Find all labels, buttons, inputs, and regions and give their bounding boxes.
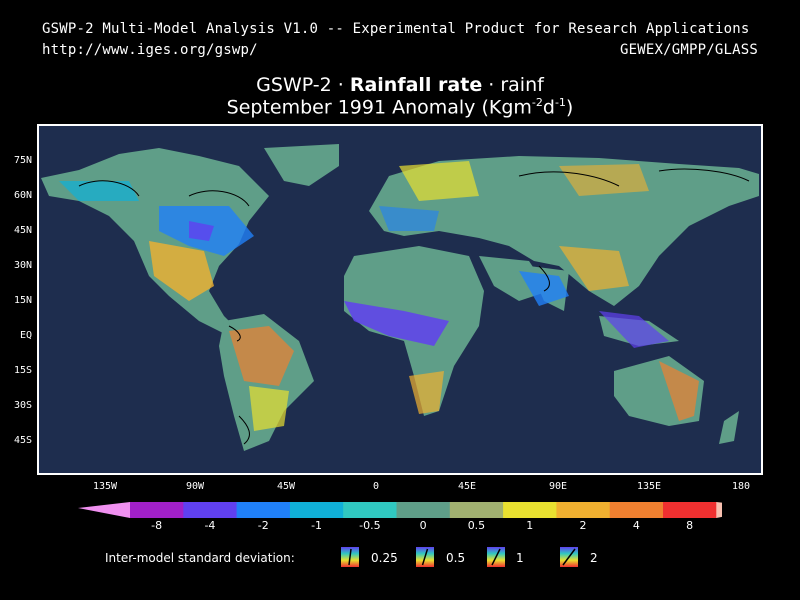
- lat-label-15s: 15S: [13, 365, 32, 376]
- colorbar-value: -1: [311, 519, 323, 532]
- lat-label-eq: EQ: [19, 330, 32, 341]
- colorbar-arrow-low: [78, 502, 130, 518]
- lon-label-135e: 135E: [636, 481, 662, 492]
- colorbar-segment: [609, 502, 664, 518]
- colorbar-segment: [556, 502, 611, 518]
- colorbar-value: 0: [419, 519, 427, 532]
- colorbar-value: -0.5: [359, 519, 381, 532]
- stddev-value: 1: [516, 551, 524, 565]
- subtitle-sup2: -1: [554, 96, 566, 109]
- lat-label-30n: 30N: [13, 260, 32, 271]
- lon-label-135w: 135W: [92, 481, 118, 492]
- lon-label-0: 0: [372, 481, 380, 492]
- colorbar-segment: [343, 502, 397, 518]
- colorbar-segment: [396, 502, 451, 518]
- lat-label-30s: 30S: [13, 400, 32, 411]
- stddev-swatch-icon: [341, 547, 359, 567]
- header-url: http://www.iges.org/gswp/: [42, 42, 258, 58]
- lat-label-60n: 60N: [13, 190, 32, 201]
- colorbar-value: -2: [257, 519, 269, 532]
- colorbar-segment: [183, 502, 238, 518]
- colorbar-segment: [130, 502, 184, 518]
- lon-label-90e: 90E: [548, 481, 568, 492]
- colorbar-segment: [503, 502, 557, 518]
- title-suffix: · rainf: [482, 74, 544, 96]
- stddev-contours: [78, 168, 750, 445]
- title-prefix: GSWP-2 ·: [256, 74, 350, 96]
- lat-label-45n: 45N: [13, 225, 32, 236]
- colorbar-value: 1: [526, 519, 534, 532]
- header-product-line: GSWP-2 Multi-Model Analysis V1.0 -- Expe…: [42, 21, 750, 37]
- stddev-swatch-icon: [560, 547, 578, 567]
- stddev-value: 0.5: [446, 551, 466, 565]
- world-map-svg: [41, 144, 759, 451]
- subtitle-mid: d: [542, 96, 555, 119]
- header-orgs: GEWEX/GMPP/GLASS: [619, 42, 758, 58]
- lon-label-45e: 45E: [457, 481, 477, 492]
- subtitle-end: ): [565, 96, 574, 119]
- colorbar-value: -4: [204, 519, 216, 532]
- colorbar-value: 4: [632, 519, 640, 532]
- map-subtitle: September 1991 Anomaly (Kgm-2d-1): [0, 96, 800, 118]
- stddev-value: 2: [590, 551, 598, 565]
- colorbar-value: 2: [579, 519, 587, 532]
- colorbar-segment: [449, 502, 504, 518]
- lat-label-45s: 45S: [13, 435, 32, 446]
- lon-label-180: 180: [731, 481, 751, 492]
- lon-label-90w: 90W: [185, 481, 205, 492]
- lon-label-45w: 45W: [276, 481, 296, 492]
- subtitle-main: September 1991 Anomaly (Kgm: [226, 96, 532, 119]
- stddev-swatch-icon: [487, 547, 505, 567]
- colorbar-segment: [236, 502, 291, 518]
- anomaly-map: [37, 124, 763, 475]
- colorbar-segment: [289, 502, 344, 518]
- colorbar-segment: [663, 502, 717, 518]
- title-variable: Rainfall rate: [349, 74, 483, 96]
- colorbar-value: -8: [151, 519, 163, 532]
- lat-label-75n: 75N: [13, 155, 32, 166]
- stddev-swatch-icon: [416, 547, 434, 567]
- colorbar: [78, 502, 722, 518]
- lat-label-15n: 15N: [13, 295, 32, 306]
- colorbar-value: 8: [686, 519, 694, 532]
- colorbar-arrow-high: [716, 502, 722, 518]
- colorbar-value: 0.5: [467, 519, 486, 532]
- subtitle-sup1: -2: [531, 96, 543, 109]
- map-title: GSWP-2 · Rainfall rate · rainf: [0, 74, 800, 96]
- stddev-value: 0.25: [371, 551, 398, 565]
- land-layer: [41, 144, 759, 451]
- stddev-label: Inter-model standard deviation:: [105, 551, 295, 565]
